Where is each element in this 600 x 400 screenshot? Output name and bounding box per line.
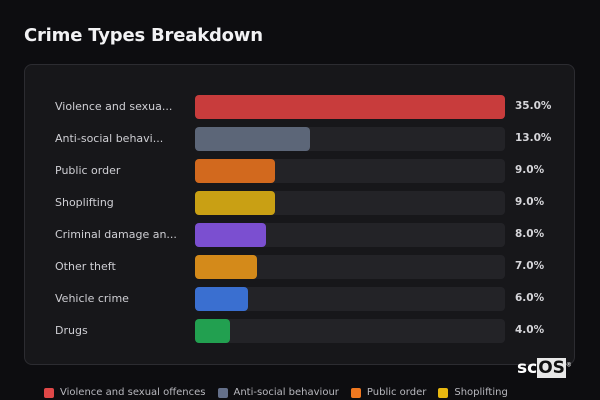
legend-item[interactable]: Public order [350, 387, 427, 398]
category-label: Shoplifting [55, 196, 114, 209]
bar-track [195, 255, 505, 279]
bar [195, 95, 505, 119]
legend-label: Shoplifting [454, 387, 508, 398]
legend: Violence and sexual offences Anti-social … [44, 387, 508, 398]
category-label: Criminal damage an... [55, 228, 177, 241]
chart-title: Crime Types Breakdown [24, 25, 263, 46]
legend-item[interactable]: Shoplifting [438, 387, 508, 398]
legend-swatch [350, 387, 361, 398]
bar-row: Shoplifting 9.0% [25, 191, 574, 215]
bar-track [195, 159, 505, 183]
bar [195, 287, 249, 311]
category-label: Drugs [55, 324, 88, 337]
value-label: 4.0% [515, 324, 545, 336]
bar [195, 127, 311, 151]
bar-row: Other theft 7.0% [25, 255, 574, 279]
chart-panel: Violence and sexua... 35.0% Anti-social b… [24, 64, 575, 365]
bar-row: Violence and sexua... 35.0% [25, 95, 574, 119]
value-label: 35.0% [515, 100, 552, 112]
legend-item[interactable]: Anti-social behaviour [217, 387, 339, 398]
bar-track [195, 127, 505, 151]
bar-track [195, 191, 505, 215]
legend-item[interactable]: Violence and sexual offences [44, 387, 206, 398]
bar-row: Drugs 4.0% [25, 319, 574, 343]
logo-text: sc [517, 358, 538, 378]
legend-swatch [438, 387, 449, 398]
category-label: Vehicle crime [55, 292, 129, 305]
category-label: Other theft [55, 260, 116, 273]
bar-track [195, 95, 505, 119]
bar-track [195, 223, 505, 247]
value-label: 13.0% [515, 132, 552, 144]
value-label: 6.0% [515, 292, 545, 304]
legend-label: Anti-social behaviour [233, 387, 339, 398]
legend-swatch [217, 387, 228, 398]
bar-row: Anti-social behavi... 13.0% [25, 127, 574, 151]
value-label: 7.0% [515, 260, 545, 272]
legend-label: Violence and sexual offences [60, 387, 206, 398]
bar-track [195, 319, 505, 343]
bar-row: Public order 9.0% [25, 159, 574, 183]
bar [195, 319, 231, 343]
logo-mark: ® [565, 361, 572, 369]
bar [195, 159, 275, 183]
category-label: Violence and sexua... [55, 100, 173, 113]
value-label: 9.0% [515, 164, 545, 176]
bar-row: Criminal damage an... 8.0% [25, 223, 574, 247]
logo-text-os: OS [537, 358, 566, 378]
category-label: Anti-social behavi... [55, 132, 164, 145]
legend-label: Public order [366, 387, 427, 398]
bar-row: Vehicle crime 6.0% [25, 287, 574, 311]
value-label: 8.0% [515, 228, 545, 240]
legend-swatch [44, 387, 54, 398]
bar [195, 223, 266, 247]
scos-logo: scOS® [517, 358, 572, 378]
value-label: 9.0% [515, 196, 545, 208]
bar-track [195, 287, 505, 311]
bar [195, 255, 257, 279]
category-label: Public order [55, 164, 121, 177]
bar [195, 191, 275, 215]
